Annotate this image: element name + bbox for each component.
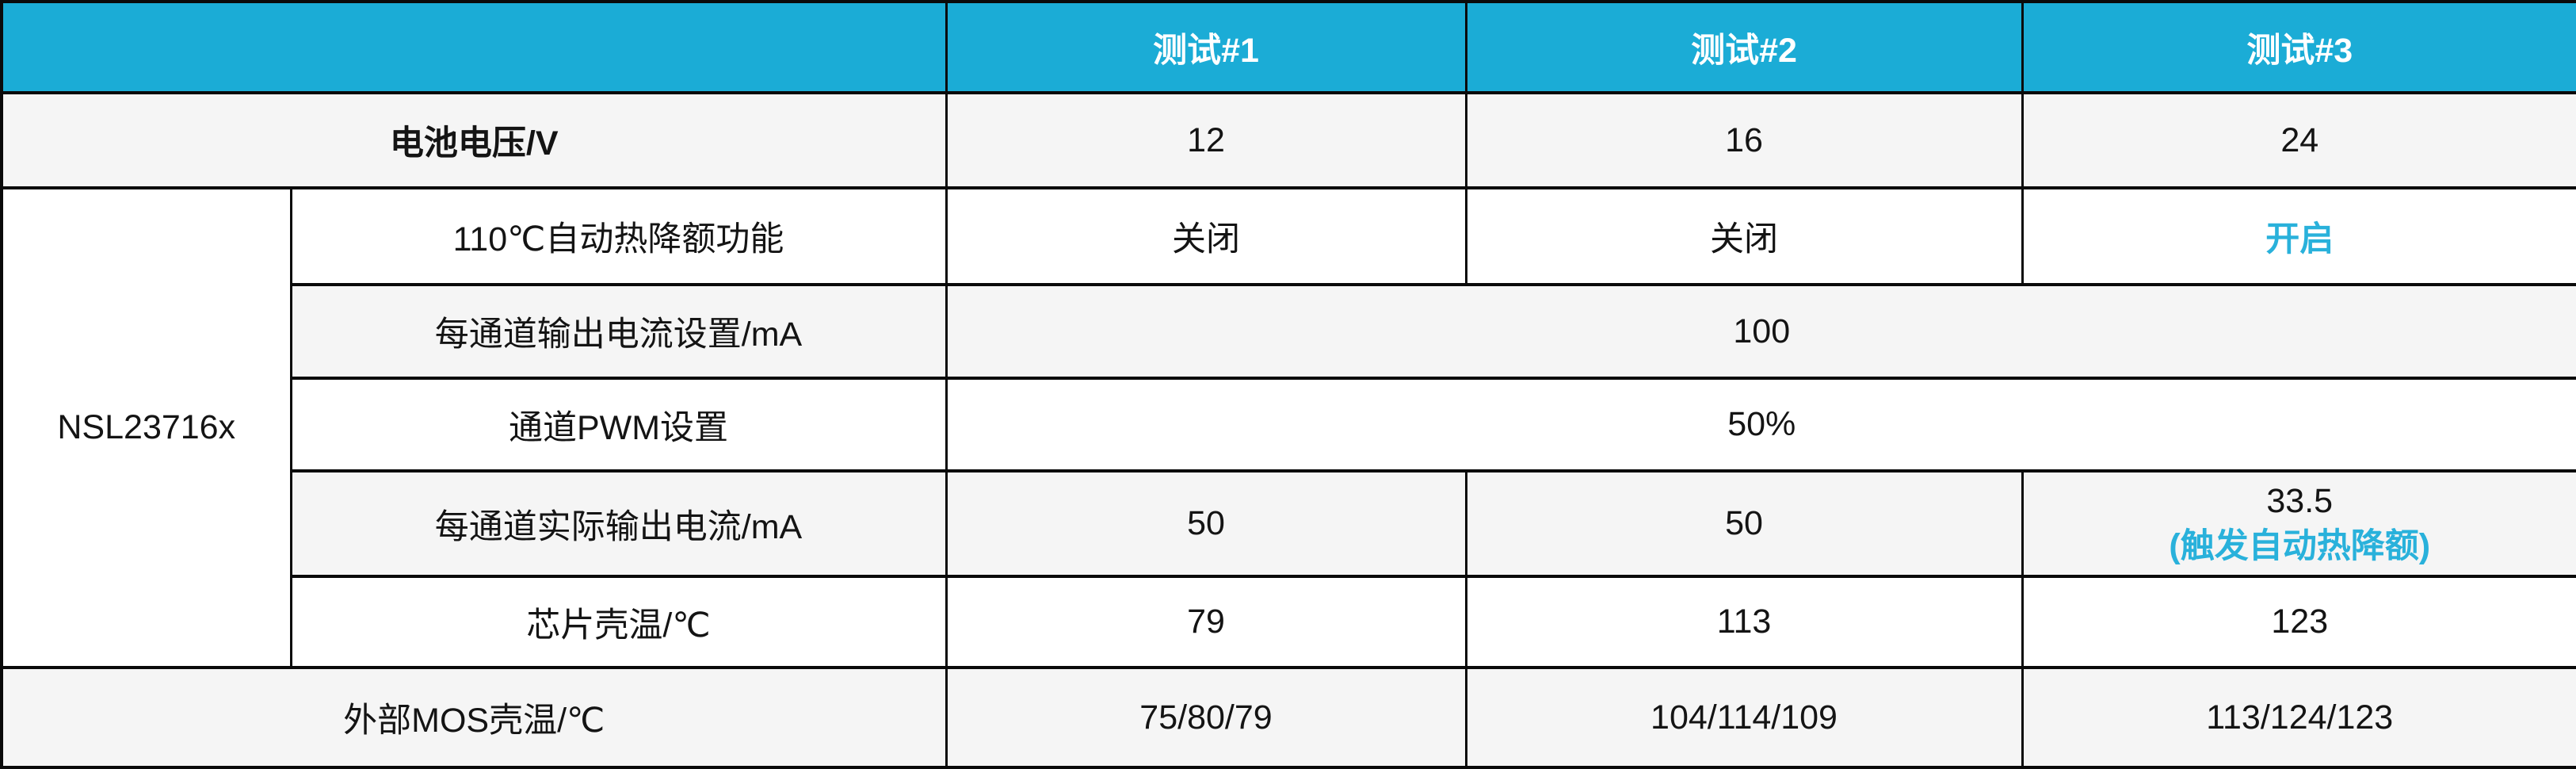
pwm-setting-label: 通道PWM设置 bbox=[291, 378, 946, 471]
current-setting-label: 每通道输出电流设置/mA bbox=[291, 285, 946, 378]
battery-voltage-test2-value: 16 bbox=[1466, 93, 2022, 188]
group-label-nsl23716x: NSL23716x bbox=[2, 188, 291, 668]
header-test1-cell: 测试#1 bbox=[946, 2, 1466, 93]
thermal-derating-test3-value: 开启 bbox=[2022, 188, 2576, 285]
header-test3-cell: 测试#3 bbox=[2022, 2, 2576, 93]
battery-voltage-test1-value: 12 bbox=[946, 93, 1466, 188]
mos-temp-test3-value: 113/124/123 bbox=[2022, 668, 2576, 767]
chip-temp-label: 芯片壳温/℃ bbox=[291, 576, 946, 668]
thermal-derating-test1-value: 关闭 bbox=[946, 188, 1466, 285]
mos-temp-test1-value: 75/80/79 bbox=[946, 668, 1466, 767]
mos-temp-label: 外部MOS壳温/℃ bbox=[2, 668, 946, 767]
actual-current-test2-value: 50 bbox=[1466, 471, 2022, 576]
pwm-setting-row: 通道PWM设置 50% bbox=[2, 378, 2576, 471]
actual-current-label: 每通道实际输出电流/mA bbox=[291, 471, 946, 576]
battery-voltage-label: 电池电压/V bbox=[2, 93, 946, 188]
current-setting-row: 每通道输出电流设置/mA 100 bbox=[2, 285, 2576, 378]
actual-current-test3-cell: 33.5 (触发自动热降额) bbox=[2022, 471, 2576, 576]
chip-temp-test3-value: 123 bbox=[2022, 576, 2576, 668]
actual-current-test3-note: (触发自动热降额) bbox=[2024, 524, 2576, 569]
header-corner-cell bbox=[2, 2, 946, 93]
chip-temp-test1-value: 79 bbox=[946, 576, 1466, 668]
mos-temp-row: 外部MOS壳温/℃ 75/80/79 104/114/109 113/124/1… bbox=[2, 668, 2576, 767]
actual-current-test3-value: 33.5 bbox=[2024, 479, 2576, 524]
pwm-setting-merged-value: 50% bbox=[946, 378, 2576, 471]
actual-current-test1-value: 50 bbox=[946, 471, 1466, 576]
header-row: 测试#1 测试#2 测试#3 bbox=[2, 2, 2576, 93]
actual-current-row: 每通道实际输出电流/mA 50 50 33.5 (触发自动热降额) bbox=[2, 471, 2576, 576]
thermal-derating-row: NSL23716x 110℃自动热降额功能 关闭 关闭 开启 bbox=[2, 188, 2576, 285]
thermal-derating-label: 110℃自动热降额功能 bbox=[291, 188, 946, 285]
chip-temp-row: 芯片壳温/℃ 79 113 123 bbox=[2, 576, 2576, 668]
header-test2-cell: 测试#2 bbox=[1466, 2, 2022, 93]
battery-voltage-row: 电池电压/V 12 16 24 bbox=[2, 93, 2576, 188]
battery-voltage-test3-value: 24 bbox=[2022, 93, 2576, 188]
thermal-derating-test2-value: 关闭 bbox=[1466, 188, 2022, 285]
chip-temp-test2-value: 113 bbox=[1466, 576, 2022, 668]
current-setting-merged-value: 100 bbox=[946, 285, 2576, 378]
mos-temp-test2-value: 104/114/109 bbox=[1466, 668, 2022, 767]
